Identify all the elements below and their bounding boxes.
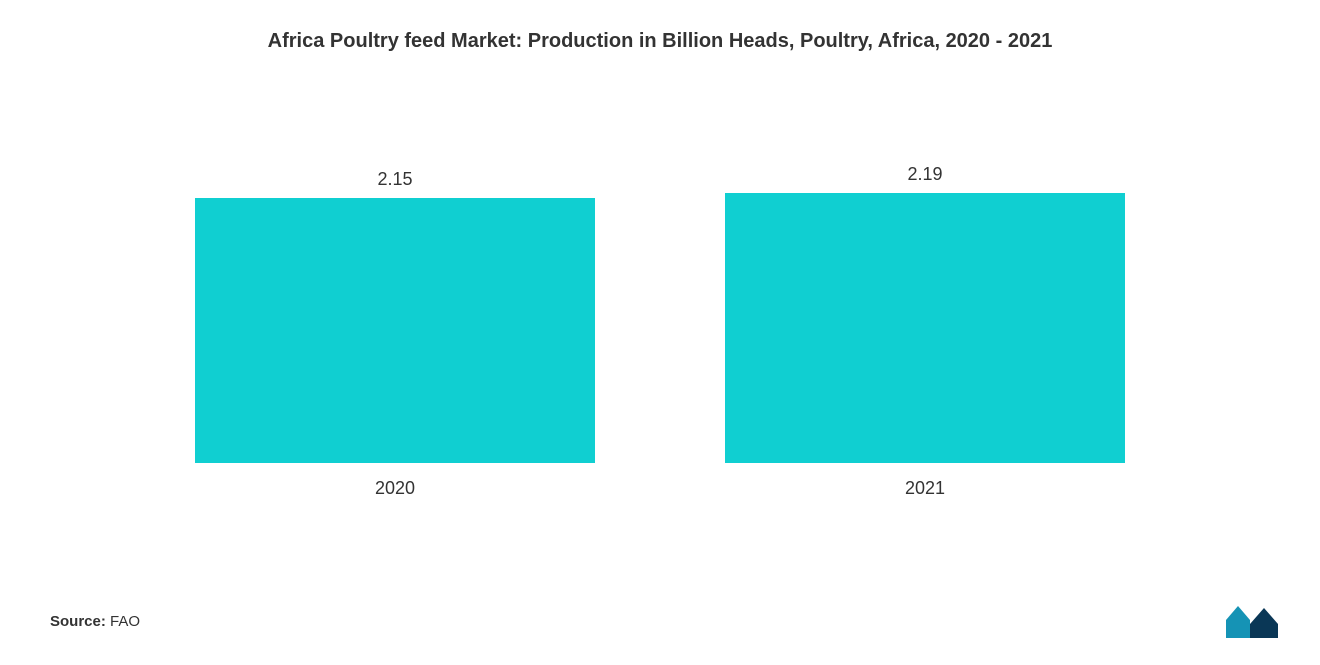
- bar-group-2021: 2.19: [725, 164, 1125, 463]
- source-label: Source:: [50, 613, 106, 630]
- chart-container: Africa Poultry feed Market: Production i…: [0, 0, 1320, 665]
- bar-value-label: 2.15: [377, 169, 412, 190]
- bar-value-label: 2.19: [907, 164, 942, 185]
- category-labels: 2020 2021: [50, 478, 1270, 499]
- chart-title: Africa Poultry feed Market: Production i…: [50, 30, 1270, 53]
- source-line: Source: FAO: [50, 613, 140, 630]
- source-value: FAO: [110, 613, 140, 630]
- bar-group-2020: 2.15: [195, 169, 595, 463]
- bars-area: 2.15 2.19: [50, 143, 1270, 463]
- bar-2021: [725, 193, 1125, 463]
- category-label-2020: 2020: [195, 478, 595, 499]
- category-label-2021: 2021: [725, 478, 1125, 499]
- mordor-logo-icon: [1224, 602, 1280, 645]
- bar-2020: [195, 198, 595, 463]
